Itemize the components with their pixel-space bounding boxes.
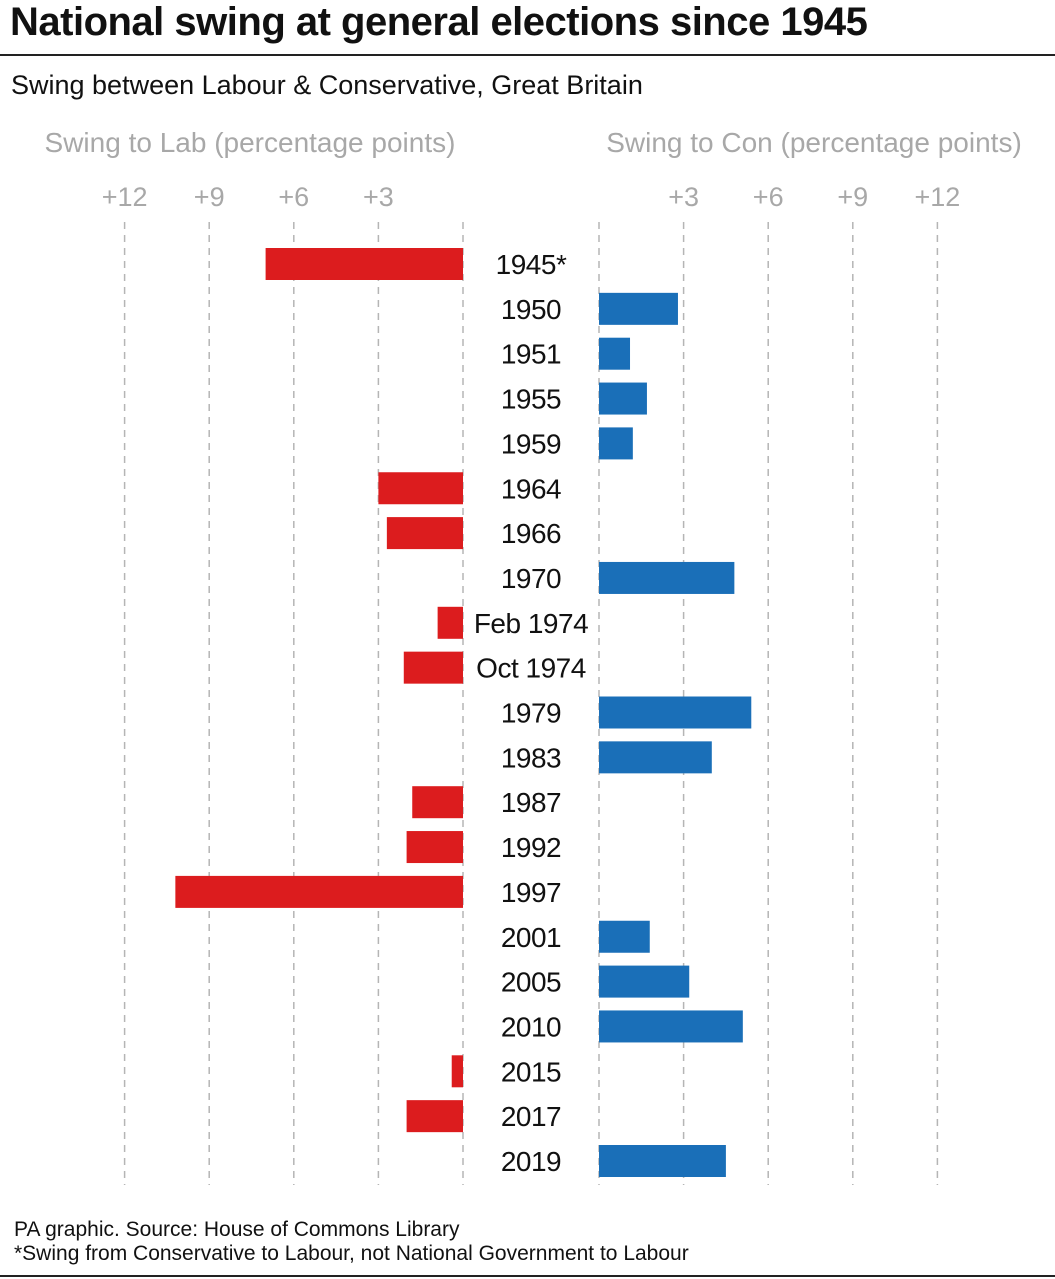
tick-label-left: +3 — [363, 182, 394, 212]
title-divider — [0, 54, 1055, 56]
year-label: 2010 — [501, 1011, 561, 1042]
year-label: 1964 — [501, 473, 561, 504]
right-axis-label: Swing to Con (percentage points) — [606, 127, 1022, 158]
footnote: *Swing from Conservative to Labour, not … — [14, 1242, 689, 1265]
tick-label-right: +12 — [914, 182, 960, 212]
year-label: 2015 — [501, 1056, 561, 1087]
tick-label-right: +3 — [668, 182, 699, 212]
bar-con — [599, 1010, 743, 1043]
bar-con — [599, 741, 712, 774]
bar-lab — [403, 651, 463, 684]
tick-label-left: +6 — [278, 182, 309, 212]
bar-lab — [265, 248, 463, 280]
bar-con — [599, 1145, 726, 1177]
year-label: 1951 — [501, 339, 561, 370]
bar-lab — [378, 472, 463, 505]
year-label: 1959 — [501, 428, 561, 459]
chart-subtitle: Swing between Labour & Conservative, Gre… — [11, 70, 643, 100]
chart-title: National swing at general elections sinc… — [10, 0, 868, 44]
bar-con — [599, 696, 752, 729]
year-label: Oct 1974 — [476, 653, 586, 684]
year-label: 1966 — [501, 518, 561, 549]
year-label: 1950 — [501, 294, 561, 325]
bar-con — [599, 427, 633, 460]
bar-lab — [451, 1055, 463, 1088]
bar-con — [599, 337, 631, 370]
year-label: 2001 — [501, 922, 561, 953]
bottom-divider — [0, 1275, 1055, 1277]
year-label: 1992 — [501, 832, 561, 863]
bar-con — [599, 561, 735, 594]
year-label: 1997 — [501, 877, 561, 908]
year-label: 1979 — [501, 698, 561, 729]
tick-label-right: +9 — [837, 182, 868, 212]
bar-lab — [406, 1100, 463, 1133]
year-label: 1983 — [501, 742, 561, 773]
tick-label-left: +9 — [194, 182, 225, 212]
tick-label-right: +6 — [753, 182, 784, 212]
bar-lab — [386, 517, 463, 550]
bar-lab — [175, 875, 464, 908]
source-note: PA graphic. Source: House of Commons Lib… — [14, 1218, 460, 1241]
bar-con — [599, 965, 690, 998]
bar-con — [599, 920, 650, 953]
tick-label-left: +12 — [102, 182, 148, 212]
year-label: 1955 — [501, 384, 561, 415]
bar-con — [599, 292, 678, 325]
bar-con — [599, 382, 647, 415]
year-label: Feb 1974 — [474, 608, 588, 639]
left-axis-label: Swing to Lab (percentage points) — [45, 127, 456, 158]
bar-lab — [437, 606, 463, 639]
bar-lab — [412, 786, 463, 819]
year-label: 1987 — [501, 787, 561, 818]
year-label: 2005 — [501, 967, 561, 998]
year-label: 1945* — [496, 249, 567, 280]
bar-lab — [406, 831, 463, 864]
year-label: 2017 — [501, 1101, 561, 1132]
year-label: 2019 — [501, 1146, 561, 1177]
year-label: 1970 — [501, 563, 561, 594]
